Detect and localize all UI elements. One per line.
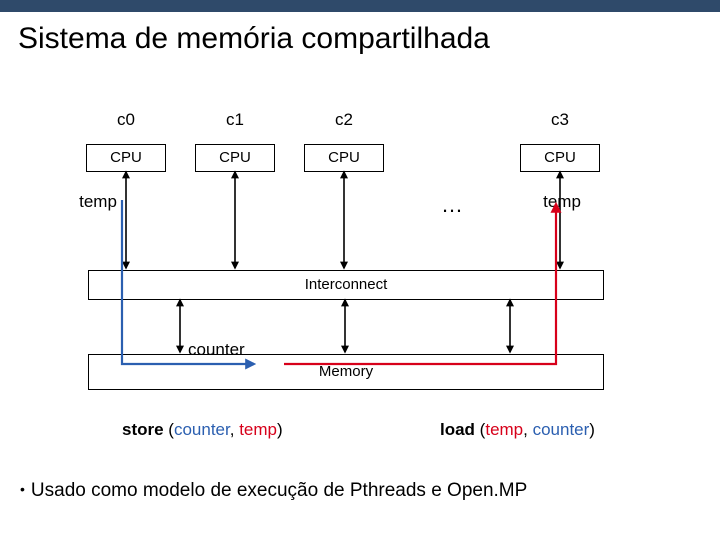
diagram-stage: c0 c1 c2 c3 CPU CPU CPU CPU temp temp … … — [0, 62, 720, 540]
top-accent-bar — [0, 0, 720, 12]
cpu-box: CPU — [86, 144, 166, 172]
op-paren: ( — [164, 420, 174, 439]
bullet-icon: • — [20, 481, 31, 497]
op-keyword: load — [440, 420, 475, 439]
op-sep: , — [230, 420, 239, 439]
cpu-box: CPU — [520, 144, 600, 172]
cpu-box: CPU — [304, 144, 384, 172]
cpu-index-label: c3 — [551, 110, 569, 130]
cpu-index-label: c2 — [335, 110, 353, 130]
interconnect-box: Interconnect — [88, 270, 604, 300]
temp-label: temp — [543, 192, 581, 212]
bullet-text: Usado como modelo de execução de Pthread… — [31, 480, 527, 501]
cpu-box: CPU — [195, 144, 275, 172]
op-arg: temp — [239, 420, 277, 439]
memory-box: Memory — [88, 354, 604, 390]
op-sep: , — [523, 420, 532, 439]
cpu-index-label: c0 — [117, 110, 135, 130]
op-keyword: store — [122, 420, 164, 439]
store-op: store (counter, temp) — [122, 420, 283, 440]
load-op: load (temp, counter) — [440, 420, 595, 440]
op-arg: temp — [485, 420, 523, 439]
op-paren: ) — [589, 420, 595, 439]
op-paren: ) — [277, 420, 283, 439]
op-arg: counter — [174, 420, 230, 439]
ellipsis: … — [441, 192, 463, 218]
slide-title: Sistema de memória compartilhada — [0, 12, 720, 62]
op-paren: ( — [475, 420, 485, 439]
bullet-line: •Usado como modelo de execução de Pthrea… — [20, 480, 527, 502]
temp-label: temp — [79, 192, 117, 212]
arrows-layer — [0, 62, 720, 540]
cpu-index-label: c1 — [226, 110, 244, 130]
op-arg: counter — [533, 420, 590, 439]
counter-label: counter — [188, 340, 245, 360]
